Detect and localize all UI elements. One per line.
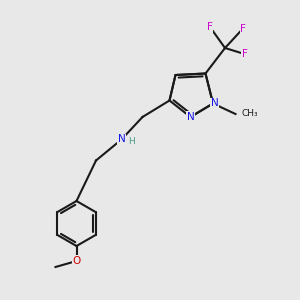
Text: N: N: [118, 134, 125, 145]
Text: N: N: [211, 98, 218, 109]
Text: CH₃: CH₃: [242, 110, 258, 118]
Text: F: F: [242, 49, 248, 59]
Text: H: H: [128, 136, 135, 146]
Text: F: F: [207, 22, 213, 32]
Text: N: N: [187, 112, 194, 122]
Text: O: O: [72, 256, 81, 266]
Text: F: F: [240, 23, 246, 34]
